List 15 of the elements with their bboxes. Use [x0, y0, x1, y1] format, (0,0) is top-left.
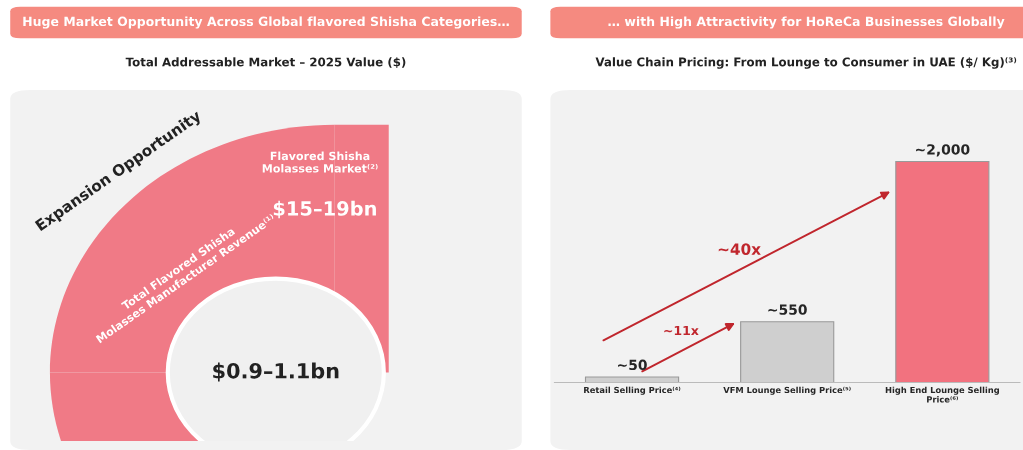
annotation: ~11x — [664, 325, 699, 336]
x-tick-label: Retail Selling Price⁽⁴⁾ — [584, 386, 681, 395]
chart-subtitle: Value Chain Pricing: From Lounge to Consumer in UAE ($/ Kg)⁽³⁾ — [595, 57, 1017, 69]
text: $15–19bn — [273, 200, 376, 219]
x-tick-label: VFM Lounge Selling Price⁽⁵⁾ — [723, 386, 851, 395]
text: Total Addressable Market – 2025 Value ($) — [125, 57, 406, 68]
annotation: ~40x — [718, 243, 761, 255]
x-tick-label: High End Lounge Selling Price⁽⁶⁾ — [885, 386, 999, 403]
data-label: ~550 — [768, 304, 807, 315]
text: $0.9–1.1bn — [213, 362, 339, 382]
data-label: ~50 — [618, 359, 647, 371]
data-label: ~2,000 — [916, 144, 970, 157]
text: Flavored Shisha Molasses Market⁽²⁾ — [262, 151, 378, 173]
text: Huge Market Opportunity Across Global flavored Shisha Categories… — [23, 16, 509, 29]
chart-title: … with High Attractivity for HoReCa Businesses Globally — [608, 16, 1005, 29]
